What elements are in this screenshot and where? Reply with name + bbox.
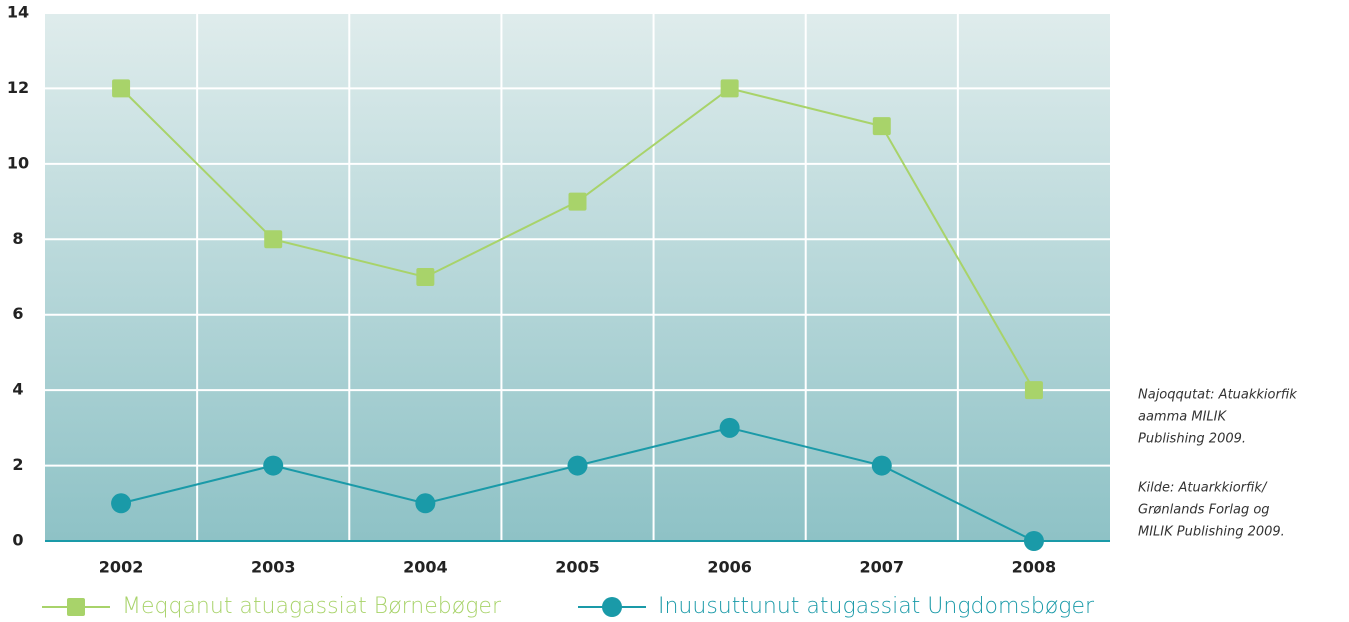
source-note: Grønlands Forlag og <box>1138 503 1270 518</box>
source-note: MILIK Publishing 2009. <box>1138 525 1285 540</box>
marker <box>720 79 739 98</box>
source-note: Publishing 2009. <box>1138 432 1246 447</box>
y-tick-label: 4 <box>12 380 23 399</box>
x-tick-label: 2007 <box>860 558 905 577</box>
x-tick-label: 2004 <box>403 558 448 577</box>
marker <box>1024 381 1043 400</box>
source-note: aamma MILIK <box>1138 410 1227 425</box>
legend-marker <box>602 597 622 617</box>
marker <box>871 455 892 476</box>
y-tick-label: 8 <box>12 229 23 248</box>
y-tick-label: 6 <box>12 304 23 323</box>
marker <box>112 79 131 98</box>
y-tick-label: 10 <box>7 153 29 172</box>
x-tick-label: 2002 <box>99 558 144 577</box>
source-note: Najoqqutat: Atuakkiorfik <box>1138 388 1297 403</box>
marker <box>568 192 587 211</box>
marker <box>719 417 740 438</box>
x-tick-label: 2005 <box>555 558 600 577</box>
legend-marker <box>67 598 85 616</box>
marker <box>1023 531 1044 551</box>
marker <box>263 455 284 476</box>
marker <box>567 455 588 476</box>
y-tick-label: 0 <box>12 531 23 550</box>
y-tick-label: 2 <box>12 455 23 474</box>
marker <box>872 117 891 136</box>
x-tick-label: 2008 <box>1012 558 1057 577</box>
legend-label: Inuusuttunut atugassiat Ungdomsbøger <box>658 594 1095 619</box>
legend-label: Meqqanut atuagassiat Børnebøger <box>122 594 502 619</box>
marker <box>415 493 436 514</box>
marker <box>111 493 132 514</box>
x-tick-label: 2006 <box>707 558 752 577</box>
plot-area <box>45 13 1110 541</box>
marker <box>416 268 435 286</box>
y-tick-label: 12 <box>7 78 29 97</box>
y-tick-label: 14 <box>7 3 29 22</box>
marker <box>264 230 283 249</box>
source-note: Kilde: Atuarkkiorfik/ <box>1138 481 1268 496</box>
x-tick-label: 2003 <box>251 558 296 577</box>
